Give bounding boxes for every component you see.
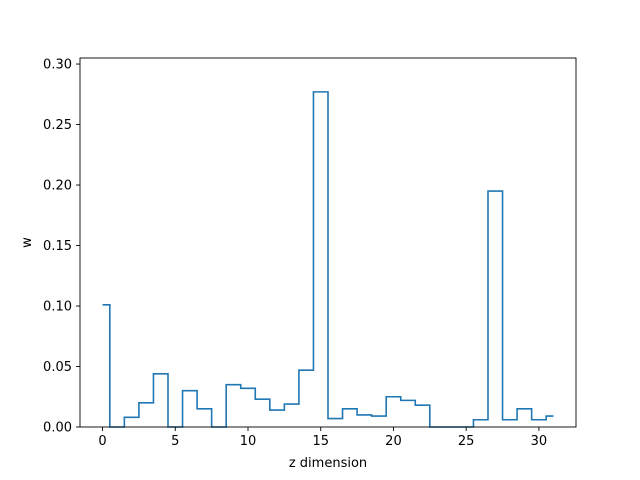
y-tick-label: 0.15 [43, 239, 72, 254]
x-tick-label: 0 [98, 434, 106, 449]
y-tick-label: 0.10 [43, 300, 72, 315]
y-axis-ticks: 0.00 0.05 0.10 0.15 0.20 0.25 0.30 [43, 58, 80, 436]
x-axis-ticks: 0 5 10 15 20 25 30 [98, 427, 547, 449]
y-tick-label: 0.30 [43, 58, 72, 73]
y-tick-label: 0.20 [43, 179, 72, 194]
plot-frame [79, 57, 577, 428]
y-tick-label: 0.25 [43, 118, 72, 133]
y-tick-label: 0.00 [43, 421, 72, 436]
x-tick-label: 15 [312, 434, 329, 449]
y-axis-label: w [20, 237, 35, 248]
x-tick-label: 30 [531, 434, 548, 449]
x-tick-label: 10 [240, 434, 257, 449]
y-tick-label: 0.05 [43, 360, 72, 375]
x-tick-label: 20 [385, 434, 402, 449]
x-tick-label: 25 [458, 434, 475, 449]
x-tick-label: 5 [171, 434, 179, 449]
x-axis-label: z dimension [289, 456, 367, 471]
